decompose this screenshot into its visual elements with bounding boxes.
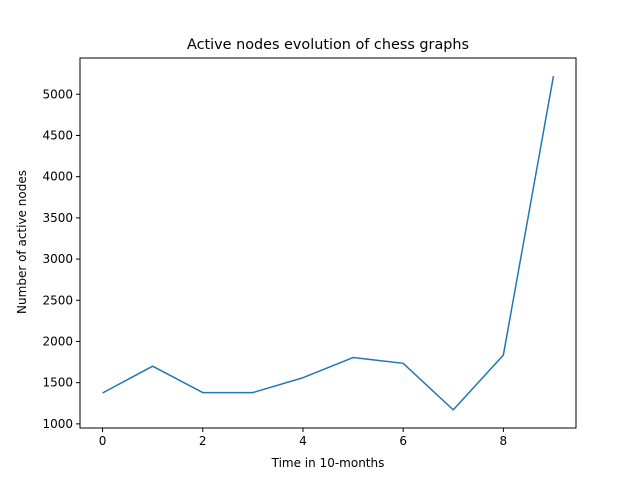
plot-frame <box>79 57 577 429</box>
y-axis: 1000 1500 2000 2500 3000 3500 4000 4500 5000 <box>42 87 80 431</box>
y-tick-label: 2000 <box>42 334 73 348</box>
x-tick-label: 6 <box>399 434 407 448</box>
y-tick-label: 4000 <box>42 170 73 184</box>
x-tick-label: 8 <box>500 434 508 448</box>
plot-area: 0 2 4 6 8 1000 1500 2000 2500 3000 3500 4000 4500 50… <box>42 57 577 448</box>
chart-title: Active nodes evolution of chess graphs <box>187 37 469 53</box>
x-tick-label: 4 <box>299 434 307 448</box>
x-tick-label: 2 <box>199 434 207 448</box>
y-tick-label: 2500 <box>42 293 73 307</box>
y-tick-label: 5000 <box>42 87 73 101</box>
y-axis-label: Number of active nodes <box>15 170 29 314</box>
y-tick-label: 1500 <box>42 376 73 390</box>
x-tick-label: 0 <box>99 434 107 448</box>
series-layer <box>102 75 555 411</box>
y-tick-label: 1000 <box>42 417 73 431</box>
y-tick-label: 4500 <box>42 128 73 142</box>
series-line <box>102 75 555 411</box>
y-tick-label: 3000 <box>42 252 73 266</box>
y-tick-label: 3500 <box>42 211 73 225</box>
x-axis-label: Time in 10-months <box>271 456 385 470</box>
x-axis: 0 2 4 6 8 <box>99 428 507 448</box>
